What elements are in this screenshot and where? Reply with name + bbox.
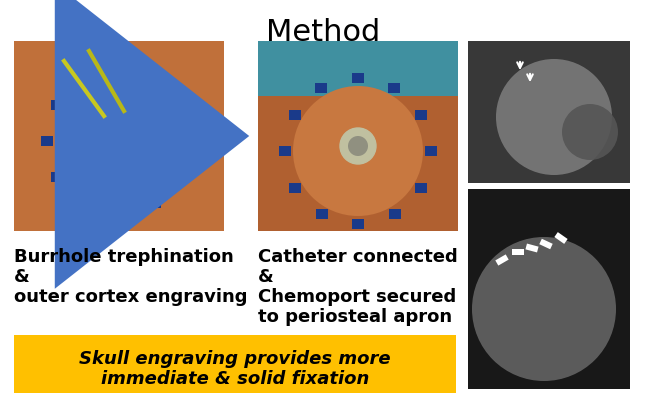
Circle shape: [496, 60, 612, 176]
Bar: [279, 147, 291, 157]
Bar: [113, 65, 125, 75]
Text: Burrhole trephination: Burrhole trephination: [14, 247, 234, 265]
Bar: [289, 183, 301, 193]
Bar: [14, 335, 456, 393]
Bar: [289, 110, 301, 120]
Bar: [113, 209, 125, 219]
Text: immediate & solid fixation: immediate & solid fixation: [101, 369, 369, 387]
Text: Skull engraving provides more: Skull engraving provides more: [79, 349, 391, 367]
Bar: [495, 255, 508, 266]
Text: Catheter connected: Catheter connected: [258, 247, 458, 265]
Text: &: &: [14, 267, 30, 285]
Bar: [258, 42, 458, 231]
Bar: [149, 75, 161, 85]
Text: Chemoport secured: Chemoport secured: [258, 287, 456, 305]
Text: Method: Method: [266, 18, 380, 47]
Bar: [388, 210, 401, 220]
Bar: [258, 42, 458, 97]
Bar: [77, 199, 89, 209]
Circle shape: [562, 105, 618, 160]
Bar: [415, 183, 427, 193]
Circle shape: [293, 87, 423, 217]
Bar: [315, 210, 328, 220]
Text: to periosteal apron: to periosteal apron: [258, 307, 452, 325]
Bar: [50, 101, 63, 111]
Bar: [468, 42, 630, 184]
Text: &: &: [258, 267, 274, 285]
Bar: [512, 249, 524, 255]
Circle shape: [61, 84, 177, 200]
Bar: [468, 190, 630, 389]
Bar: [175, 172, 187, 182]
Bar: [388, 83, 401, 93]
Bar: [50, 172, 63, 182]
Bar: [425, 147, 437, 157]
Bar: [525, 244, 539, 253]
Text: outer cortex engraving: outer cortex engraving: [14, 287, 247, 305]
Bar: [315, 83, 328, 93]
Circle shape: [348, 137, 368, 157]
Bar: [185, 137, 197, 147]
Circle shape: [81, 104, 157, 180]
Bar: [41, 137, 53, 147]
Bar: [415, 110, 427, 120]
Bar: [352, 219, 364, 229]
Bar: [539, 239, 553, 250]
Bar: [14, 42, 224, 231]
Bar: [175, 101, 187, 111]
Bar: [352, 74, 364, 84]
Circle shape: [340, 129, 376, 164]
Bar: [149, 199, 161, 209]
Bar: [77, 75, 89, 85]
Circle shape: [472, 237, 616, 381]
Bar: [554, 233, 568, 244]
